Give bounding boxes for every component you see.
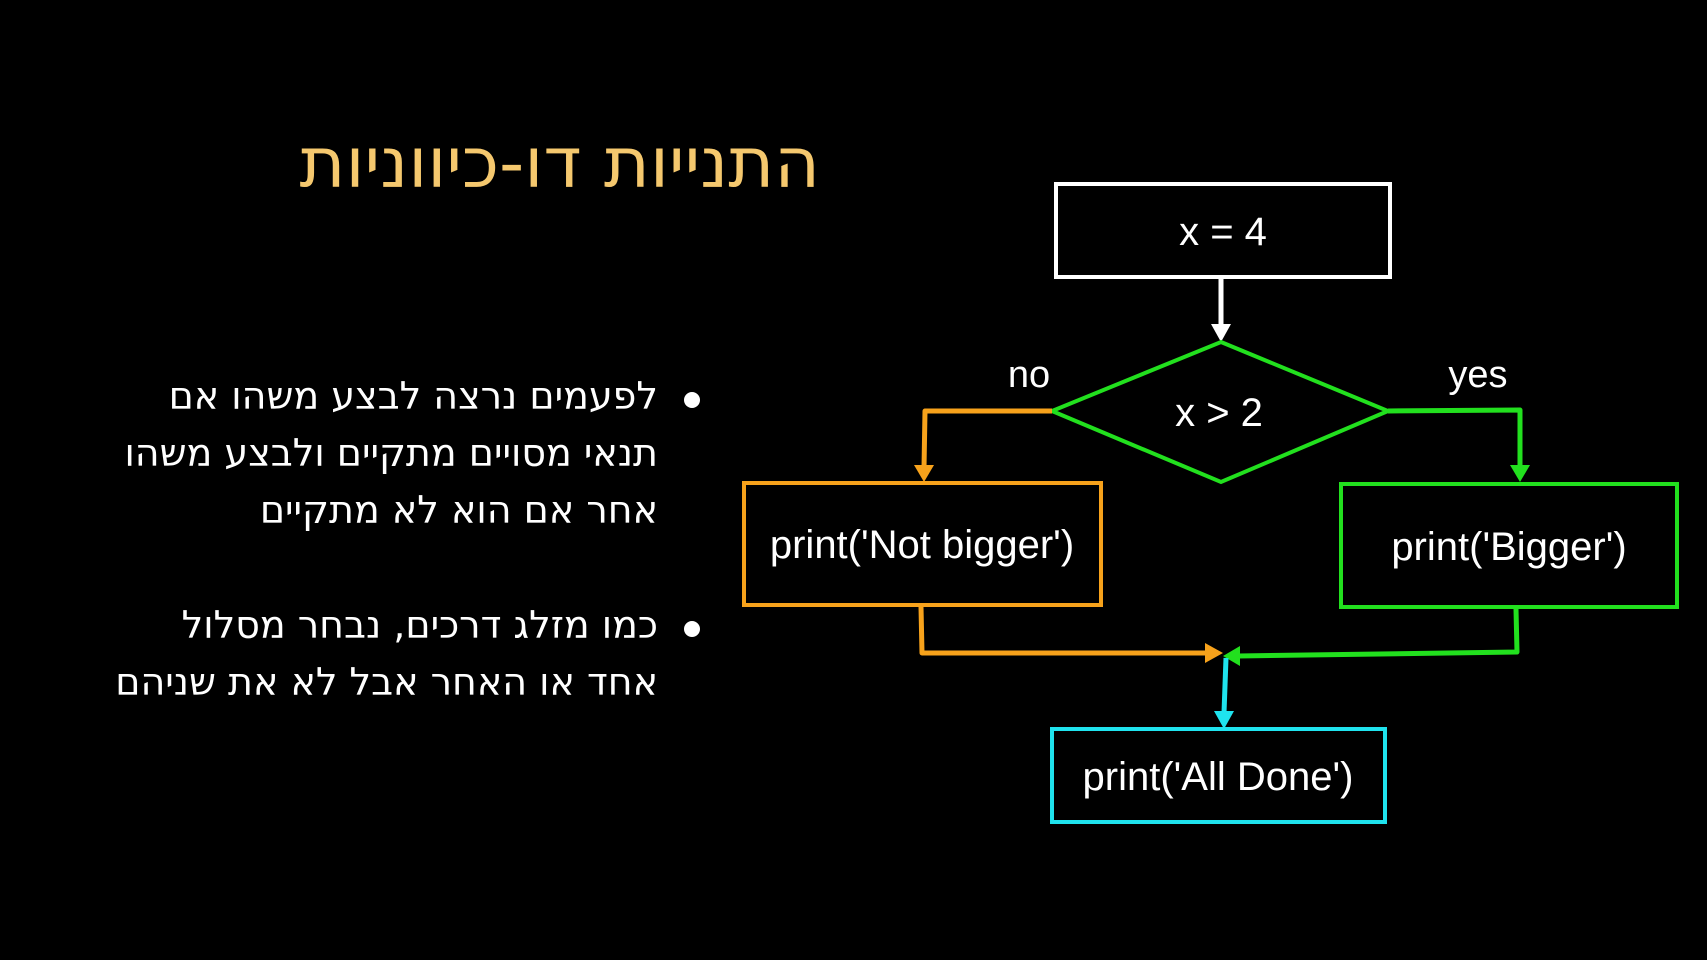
no-branch-node-box: [742, 481, 1103, 607]
bullet-list: לפעמים נרצה לבצע משהו אם תנאי מסויים מתק…: [110, 368, 700, 769]
edge-merge-to-done: [1221, 657, 1229, 714]
edge-label-yes: yes: [1448, 354, 1507, 396]
no-branch-node-label: print('Not bigger'): [770, 523, 1074, 567]
edge-yes-to-merge: [1237, 608, 1520, 659]
arrowhead-yes-to-merge: [1223, 646, 1240, 666]
bullet-text-2: כמו מזלג דרכים, נבחר מסלול אחד או האחר א…: [115, 603, 658, 704]
done-node-label: print('All Done'): [1083, 755, 1354, 799]
bullet-item-2: כמו מזלג דרכים, נבחר מסלול אחד או האחר א…: [110, 597, 700, 711]
edge-no-path: [921, 408, 1052, 469]
condition-node-diamond: [1046, 339, 1394, 485]
edge-no-to-merge: [918, 606, 1208, 656]
bullet-dot-icon: [684, 621, 700, 637]
arrowhead-no-path: [914, 465, 934, 482]
bullet-text-1: לפעמים נרצה לבצע משהו אם תנאי מסויים מתק…: [124, 374, 658, 532]
slide-title: התנייות דו-כיווניות: [299, 122, 820, 204]
assign-node-box: [1054, 182, 1392, 279]
arrowhead-merge-to-done: [1214, 711, 1234, 729]
arrowhead-no-to-merge: [1205, 643, 1223, 663]
edge-yes-path: [1387, 407, 1523, 468]
yes-branch-node-box: [1339, 482, 1679, 609]
bullet-item-1: לפעמים נרצה לבצע משהו אם תנאי מסויים מתק…: [110, 368, 700, 539]
arrowhead-assign-to-condition: [1211, 324, 1231, 342]
bullet-dot-icon: [684, 392, 700, 408]
assign-node-label: x = 4: [1179, 210, 1267, 254]
edge-label-no: no: [1008, 354, 1050, 396]
yes-branch-node-label: print('Bigger'): [1391, 525, 1626, 569]
done-node-box: [1050, 727, 1387, 824]
arrowhead-yes-path: [1510, 465, 1530, 482]
condition-node-label: x > 2: [1175, 391, 1263, 435]
